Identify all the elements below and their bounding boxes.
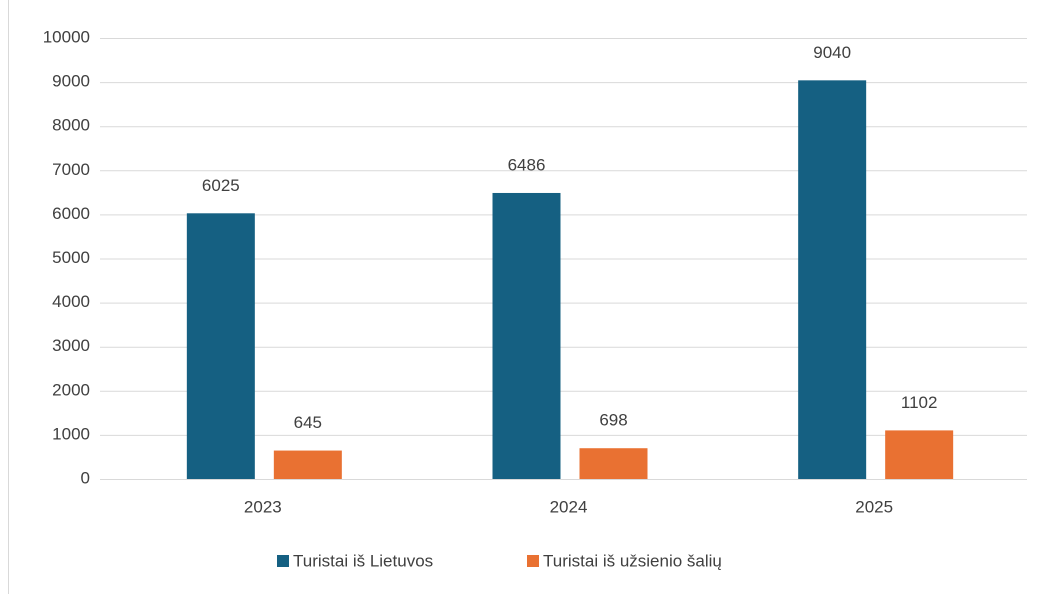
- bar: [273, 450, 342, 479]
- data-label: 1102: [901, 393, 938, 412]
- legend-swatch: [527, 555, 539, 567]
- x-tick-label: 2023: [244, 497, 282, 516]
- data-label: 698: [599, 411, 627, 430]
- y-tick-label: 5000: [52, 248, 90, 267]
- legend-swatch: [277, 555, 289, 567]
- data-label: 6025: [202, 176, 240, 195]
- y-tick-label: 3000: [52, 336, 90, 355]
- y-tick-label: 10000: [43, 27, 90, 46]
- data-label: 6486: [508, 155, 546, 174]
- y-tick-label: 0: [81, 468, 90, 487]
- y-tick-label: 2000: [52, 380, 90, 399]
- bar: [798, 80, 867, 479]
- bar: [492, 192, 561, 479]
- data-label: 9040: [813, 43, 851, 62]
- bar: [186, 213, 255, 480]
- x-tick-label: 2025: [855, 497, 893, 516]
- legend-label: Turistai iš Lietuvos: [293, 551, 433, 570]
- y-tick-label: 7000: [52, 160, 90, 179]
- y-tick-label: 9000: [52, 72, 90, 91]
- y-tick-label: 8000: [52, 116, 90, 135]
- legend-label: Turistai iš užsienio šalių: [543, 551, 722, 570]
- bar: [885, 430, 954, 479]
- data-label: 645: [294, 413, 322, 432]
- y-tick-label: 4000: [52, 292, 90, 311]
- bar: [579, 448, 648, 479]
- y-tick-label: 1000: [52, 424, 90, 443]
- y-tick-label: 6000: [52, 204, 90, 223]
- x-tick-label: 2024: [550, 497, 588, 516]
